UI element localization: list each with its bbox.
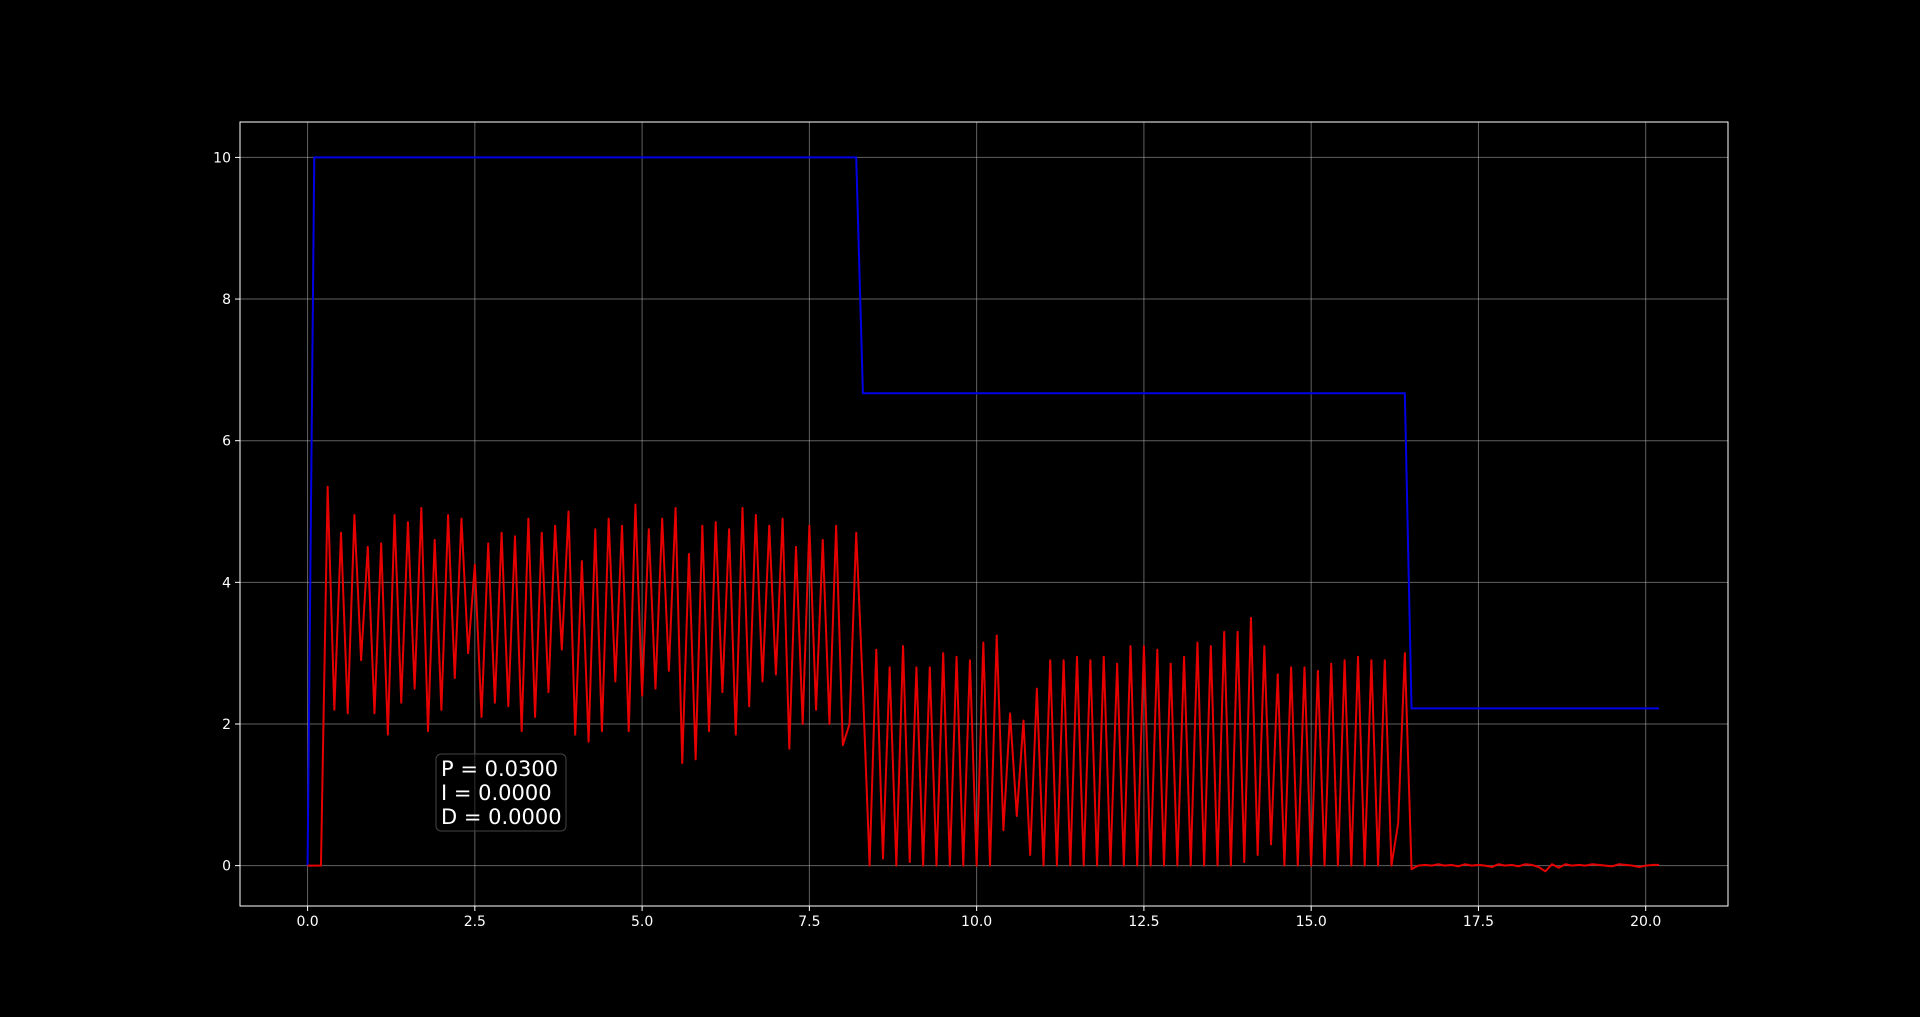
annotation-text: P = 0.0300: [441, 757, 558, 781]
x-tick-label: 2.5: [464, 914, 486, 930]
x-tick-label: 15.0: [1296, 914, 1327, 930]
x-tick-label: 20.0: [1630, 914, 1661, 930]
axes-frame: [239, 121, 1729, 907]
series-line: [307, 485, 1660, 873]
x-tick-label: 7.5: [798, 914, 820, 930]
annotation-text: D = 0.0000: [441, 805, 562, 829]
x-tick-label: 5.0: [631, 914, 653, 930]
y-tick-label: 6: [222, 434, 231, 450]
series-line: [306, 156, 1660, 866]
annotation-box: [435, 753, 567, 832]
y-tick-label: 8: [222, 292, 231, 308]
x-tick-label: 17.5: [1463, 914, 1494, 930]
x-tick-label: 0.0: [296, 914, 318, 930]
annotation-text: I = 0.0000: [441, 781, 552, 805]
y-tick-label: 4: [222, 575, 231, 591]
x-tick-label: 12.5: [1128, 914, 1159, 930]
y-tick-label: 2: [222, 717, 231, 733]
y-tick-label: 0: [222, 859, 231, 875]
x-tick-label: 10.0: [961, 914, 992, 930]
y-tick-label: 10: [213, 150, 231, 166]
